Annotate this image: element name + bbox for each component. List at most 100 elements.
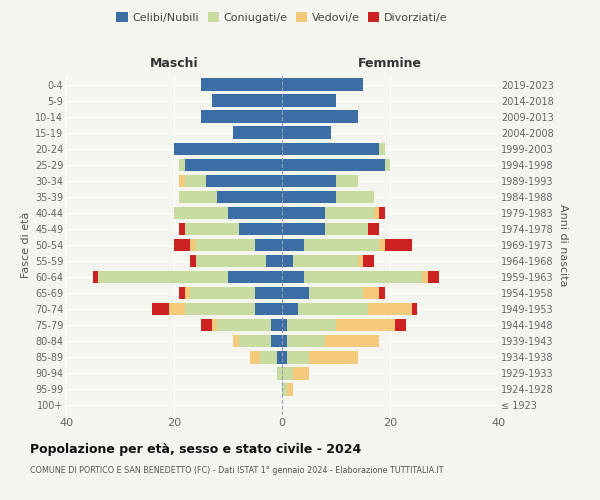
Bar (174, 142, 282, 155)
Bar (293, 255, 358, 268)
Bar (212, 94, 282, 107)
Bar (239, 222, 282, 235)
Bar (185, 303, 255, 316)
Bar (174, 238, 190, 252)
Bar (368, 222, 379, 235)
Bar (217, 319, 271, 332)
Bar (282, 303, 298, 316)
Bar (271, 335, 282, 347)
Bar (255, 303, 282, 316)
Bar (282, 142, 379, 155)
Bar (304, 238, 379, 252)
Bar (255, 287, 282, 300)
Bar (152, 303, 169, 316)
Bar (282, 287, 309, 300)
Bar (379, 206, 385, 219)
Bar (282, 319, 287, 332)
Bar (293, 367, 309, 380)
Bar (179, 174, 185, 187)
Bar (212, 319, 217, 332)
Y-axis label: Anni di nascita: Anni di nascita (558, 204, 568, 286)
Bar (196, 255, 266, 268)
Bar (358, 255, 363, 268)
Bar (174, 206, 228, 219)
Bar (271, 319, 282, 332)
Bar (185, 222, 239, 235)
Bar (185, 174, 206, 187)
Bar (282, 222, 325, 235)
Bar (379, 287, 385, 300)
Bar (98, 271, 228, 283)
Bar (379, 142, 385, 155)
Bar (395, 319, 406, 332)
Bar (422, 271, 428, 283)
Bar (93, 271, 98, 283)
Bar (190, 287, 255, 300)
Bar (206, 174, 282, 187)
Bar (282, 174, 336, 187)
Bar (374, 206, 379, 219)
Bar (282, 78, 363, 91)
Bar (179, 158, 185, 171)
Bar (325, 335, 379, 347)
Bar (190, 238, 196, 252)
Bar (179, 222, 185, 235)
Bar (266, 255, 282, 268)
Bar (282, 351, 287, 364)
Bar (282, 126, 331, 139)
Bar (298, 303, 368, 316)
Bar (309, 287, 363, 300)
Bar (233, 335, 239, 347)
Bar (287, 383, 293, 396)
Text: Popolazione per età, sesso e stato civile - 2024: Popolazione per età, sesso e stato civil… (30, 442, 361, 456)
Bar (282, 158, 385, 171)
Bar (325, 222, 368, 235)
Bar (325, 206, 374, 219)
Bar (385, 158, 390, 171)
Bar (277, 367, 282, 380)
Bar (217, 190, 282, 203)
Bar (282, 383, 287, 396)
Bar (190, 255, 196, 268)
Bar (255, 238, 282, 252)
Y-axis label: Fasce di età: Fasce di età (20, 212, 31, 278)
Text: Maschi: Maschi (149, 57, 199, 70)
Bar (228, 271, 282, 283)
Bar (336, 190, 374, 203)
Bar (228, 206, 282, 219)
Bar (287, 319, 336, 332)
Bar (412, 303, 417, 316)
Bar (282, 271, 304, 283)
Bar (282, 367, 293, 380)
Bar (277, 351, 282, 364)
Bar (282, 335, 287, 347)
Text: COMUNE DI PORTICO E SAN BENEDETTO (FC) - Dati ISTAT 1° gennaio 2024 - Elaborazio: COMUNE DI PORTICO E SAN BENEDETTO (FC) -… (30, 466, 443, 475)
Bar (336, 319, 395, 332)
Bar (304, 271, 422, 283)
Bar (185, 287, 190, 300)
Bar (282, 110, 358, 123)
Legend: Celibi/Nubili, Coniugati/e, Vedovi/e, Divorziati/e: Celibi/Nubili, Coniugati/e, Vedovi/e, Di… (112, 8, 452, 28)
Bar (385, 238, 412, 252)
Bar (282, 206, 325, 219)
Bar (309, 351, 358, 364)
Bar (179, 190, 217, 203)
Bar (282, 255, 293, 268)
Bar (363, 287, 379, 300)
Bar (179, 287, 185, 300)
Bar (368, 303, 412, 316)
Bar (428, 271, 439, 283)
Bar (282, 190, 336, 203)
Bar (250, 351, 260, 364)
Bar (287, 351, 309, 364)
Bar (379, 238, 385, 252)
Bar (282, 94, 336, 107)
Bar (201, 110, 282, 123)
Bar (233, 126, 282, 139)
Bar (287, 335, 325, 347)
Bar (196, 238, 255, 252)
Bar (169, 303, 185, 316)
Text: Femmine: Femmine (358, 57, 422, 70)
Bar (363, 255, 374, 268)
Bar (185, 158, 282, 171)
